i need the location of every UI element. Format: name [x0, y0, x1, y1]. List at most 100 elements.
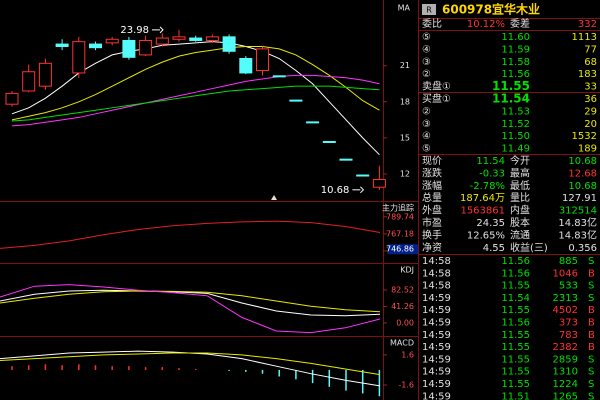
y-tick-label: -1.6: [398, 380, 414, 389]
candle-body: [239, 58, 253, 74]
quote-cell: 今开: [510, 154, 530, 167]
quote-cell: 11.54: [476, 156, 505, 167]
quote-cell: 现价: [422, 155, 442, 167]
quote-cell: 12.68: [568, 168, 597, 179]
quote-cell: 1224: [553, 379, 578, 390]
candle-body: [122, 39, 136, 58]
quote-cell: 净资: [422, 241, 442, 254]
pane-title: 主力追踪: [382, 203, 414, 213]
quote-cell: S: [588, 367, 594, 378]
quote-cell: 总量: [422, 191, 442, 204]
quote-cell: 最高: [510, 166, 530, 179]
y-tick-label: 0.00: [396, 319, 414, 328]
quote-cell: 14:59: [422, 354, 451, 365]
quote-cell: B: [588, 268, 595, 279]
quote-cell: 2859: [553, 354, 578, 365]
quote-cell: 市盈: [422, 216, 442, 229]
quote-cell: 收益(三): [510, 241, 548, 254]
y-tick-label: 12: [400, 169, 410, 178]
y-tick-label: 1.6: [401, 350, 414, 359]
quote-cell: 1563861: [460, 206, 505, 217]
quote-cell: ④: [422, 131, 431, 142]
ma-line: [11, 41, 380, 156]
quote-cell: 10.12%: [467, 19, 505, 30]
quote-cell: 11.55: [501, 342, 530, 353]
quote-cell: 11.53: [501, 106, 530, 117]
quote-cell: 10.68: [568, 156, 597, 167]
quote-cell: 4502: [553, 305, 578, 316]
candle-body: [72, 41, 86, 74]
quote-cell: 20: [584, 119, 597, 130]
candle-body: [5, 92, 19, 105]
current-value: 746.86: [386, 245, 414, 254]
quote-cell: 换手: [422, 228, 442, 241]
quote-cell: 1113: [572, 32, 597, 43]
ma-label: MA: [398, 4, 411, 13]
candle-body: [172, 36, 186, 40]
candle-body: [289, 99, 303, 102]
quote-cell: 14.83亿: [558, 228, 597, 241]
extreme-label: 10.68: [321, 185, 350, 196]
quote-cell: 373: [559, 318, 578, 329]
quote-cell: 11.50: [501, 131, 530, 142]
quote-cell: 11.59: [501, 44, 530, 55]
ma-line: [11, 85, 380, 122]
quote-cell: ②: [422, 69, 431, 80]
quote-cell: 24.35: [476, 218, 505, 229]
quote-cell: 股本: [510, 216, 530, 229]
pane-title: KDJ: [400, 266, 414, 275]
quote-cell: 11.52: [501, 119, 530, 130]
extreme-label: 23.98: [120, 25, 149, 36]
quote-cell: 14:59: [422, 305, 451, 316]
quote-cell: 最低: [510, 179, 530, 192]
quote-cell: -2.78%: [470, 181, 505, 192]
quote-cell: 183: [578, 69, 597, 80]
candle-body: [306, 121, 320, 124]
quote-cell: 68: [584, 57, 597, 68]
quote-cell: ⑤: [422, 144, 431, 155]
quote-cell: B: [588, 342, 595, 353]
ma-line: [11, 45, 380, 121]
quote-cell: 11.55: [501, 354, 530, 365]
y-tick-label: 82.52: [391, 285, 414, 294]
quote-cell: 33: [584, 82, 597, 93]
quote-cell: 11.54: [501, 293, 530, 304]
quote-cell: 14:58: [422, 256, 451, 267]
quote-cell: 783: [559, 330, 578, 341]
indicator-line: [0, 352, 381, 376]
pane-title: MACD: [390, 339, 414, 348]
quote-cell: 涨跌: [422, 166, 442, 179]
quote-cell: ③: [422, 119, 431, 130]
indicator-line: [0, 350, 381, 387]
indicator-line: [0, 289, 381, 317]
quote-cell: 11.56: [501, 268, 530, 279]
quote-cell: ④: [422, 44, 431, 55]
quote-cell: 0.356: [568, 243, 597, 254]
quote-cell: S: [588, 256, 594, 267]
quote-cell: 533: [559, 281, 578, 292]
quote-cell: 2382: [553, 342, 578, 353]
ma-line: [11, 74, 380, 127]
badge-box: [422, 4, 436, 15]
quote-cell: ③: [422, 57, 431, 68]
quote-cell: S: [588, 293, 594, 304]
quote-cell: 14:59: [422, 379, 451, 390]
quote-cell: 量比: [510, 192, 530, 204]
quote-cell: 委比: [422, 17, 442, 30]
y-tick-label: 18: [400, 97, 410, 106]
quote-cell: 14:59: [422, 367, 451, 378]
quote-cell: 1046: [553, 268, 578, 279]
quote-cell: 14:59: [422, 391, 451, 400]
quote-cell: B: [588, 305, 595, 316]
quote-cell: 11.55: [501, 367, 530, 378]
quote-cell: 11.54: [492, 92, 530, 106]
cursor-marker: [271, 195, 277, 200]
candle-body: [22, 71, 36, 92]
current-value-box: [388, 244, 418, 255]
quote-cell: 29: [584, 106, 597, 117]
quote-cell: 11.55: [501, 379, 530, 390]
quote-cell: 卖盘①: [422, 80, 451, 93]
quote-cell: 11.49: [501, 144, 530, 155]
candle-body: [356, 174, 370, 177]
